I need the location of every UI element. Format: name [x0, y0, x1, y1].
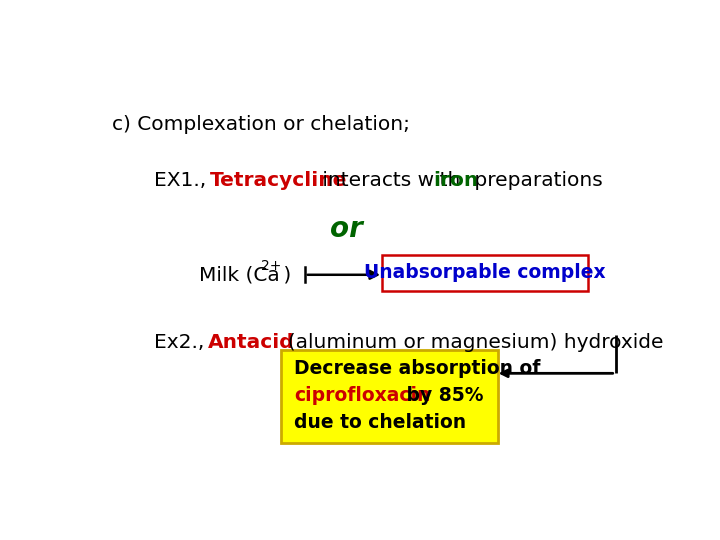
Text: or: or: [330, 215, 363, 243]
FancyBboxPatch shape: [282, 349, 498, 443]
Text: by 85%: by 85%: [400, 386, 483, 405]
Text: c) Complexation or chelation;: c) Complexation or chelation;: [112, 114, 410, 134]
FancyBboxPatch shape: [382, 255, 588, 291]
Text: Decrease absorption of: Decrease absorption of: [294, 359, 541, 378]
Text: (aluminum or magnesium) hydroxide: (aluminum or magnesium) hydroxide: [275, 333, 664, 352]
Text: Antacid: Antacid: [208, 333, 294, 352]
Text: interacts with: interacts with: [316, 171, 467, 190]
Text: Tetracycline: Tetracycline: [210, 171, 347, 190]
Text: ): ): [277, 265, 292, 284]
Text: preparations: preparations: [468, 171, 603, 190]
Text: iron: iron: [433, 171, 478, 190]
Text: EX1.,: EX1.,: [154, 171, 207, 190]
Text: Ex2.,: Ex2.,: [154, 333, 204, 352]
Text: Milk (Ca: Milk (Ca: [199, 265, 279, 284]
Text: Unabsorpable complex: Unabsorpable complex: [364, 264, 606, 282]
Text: 2+: 2+: [261, 259, 282, 273]
Text: due to chelation: due to chelation: [294, 413, 467, 432]
Text: ciprofloxacin: ciprofloxacin: [294, 386, 431, 405]
